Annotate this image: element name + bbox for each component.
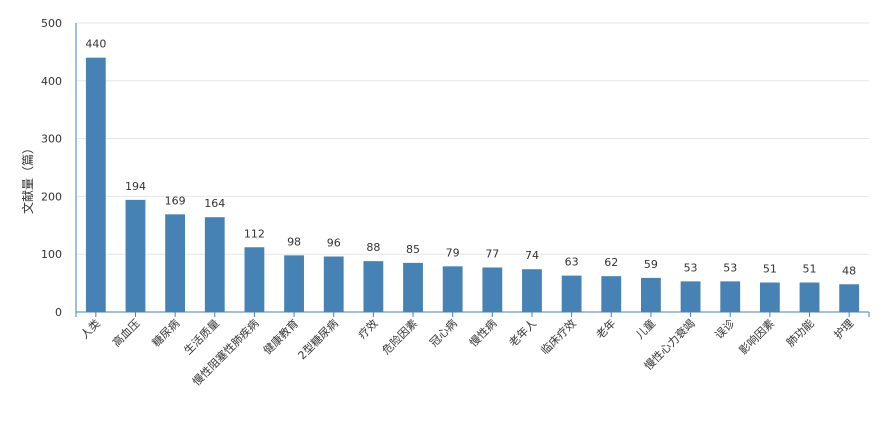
x-tick-label: 危险因素 <box>379 316 420 357</box>
data-label: 85 <box>406 243 420 256</box>
y-axis-title: 文献量（篇） <box>20 142 35 214</box>
data-label: 79 <box>446 246 460 259</box>
x-tick-label: 2型糖尿病 <box>295 316 341 362</box>
data-labels: 440 194 169 164 112 98 96 88 85 79 77 74 63 62 59 53 53 5… <box>85 38 856 278</box>
bar <box>363 261 384 312</box>
data-label: 74 <box>525 249 539 262</box>
x-tick-label: 老年 <box>593 316 618 341</box>
bar <box>839 284 860 312</box>
y-tick-label: 0 <box>55 306 62 319</box>
y-tick-label: 100 <box>41 248 62 261</box>
bar <box>522 269 542 312</box>
x-tick-label: 糖尿病 <box>149 316 182 349</box>
data-label: 164 <box>204 197 225 210</box>
x-tick-label: 儿童 <box>633 316 658 341</box>
bar <box>482 267 503 312</box>
data-label: 77 <box>485 247 499 260</box>
bar <box>759 282 780 312</box>
y-tick-label: 500 <box>41 17 62 30</box>
bar <box>720 281 741 312</box>
data-label: 53 <box>684 261 698 274</box>
data-label: 88 <box>366 241 380 254</box>
x-tick-label: 冠心病 <box>427 316 460 349</box>
data-label: 112 <box>244 227 265 240</box>
data-label: 169 <box>165 194 186 207</box>
data-label: 62 <box>604 256 618 269</box>
x-tick-label: 疗效 <box>355 316 380 341</box>
y-tick-label: 200 <box>41 190 62 203</box>
bar <box>323 256 344 312</box>
y-tick-label: 400 <box>41 75 62 88</box>
bar <box>601 276 622 312</box>
grid-lines <box>76 22 869 255</box>
x-tick-label: 老年人 <box>506 316 539 349</box>
data-label: 53 <box>723 261 737 274</box>
data-label: 96 <box>327 237 341 250</box>
bar <box>680 281 701 312</box>
x-tick-label: 影响因素 <box>737 317 777 357</box>
x-tick-label: 健康教育 <box>260 316 301 357</box>
y-tick-label: 300 <box>41 133 62 146</box>
x-tick-label: 生活质量 <box>181 316 222 357</box>
data-label: 98 <box>287 235 301 248</box>
bar <box>125 199 146 312</box>
bar <box>442 266 463 312</box>
bars <box>85 57 860 313</box>
bar <box>244 247 265 312</box>
x-tick-label: 护理 <box>831 316 856 341</box>
data-label: 63 <box>565 256 579 269</box>
data-label: 51 <box>763 263 777 276</box>
bar <box>561 275 582 312</box>
bar <box>403 262 423 312</box>
bar <box>641 277 661 312</box>
data-label: 51 <box>803 263 817 276</box>
data-label: 440 <box>85 38 106 51</box>
x-tick-label: 误诊 <box>712 316 737 341</box>
x-tick-label: 肺功能 <box>783 316 816 349</box>
x-tick-label: 高血压 <box>109 316 142 349</box>
data-label: 194 <box>125 180 146 193</box>
x-tick-label: 临床疗效 <box>538 316 579 357</box>
bar <box>284 255 304 312</box>
x-tick-label: 慢性病 <box>466 316 499 349</box>
x-tick-label: 人类 <box>77 316 102 341</box>
data-label: 48 <box>842 264 856 277</box>
bar <box>165 214 186 312</box>
data-label: 59 <box>644 258 658 271</box>
x-tick-label: 慢性阻塞性肺疾病 <box>189 316 261 388</box>
y-axis: 0 100 200 300 400 500 <box>41 17 77 319</box>
bar <box>85 57 106 313</box>
bar <box>799 282 820 312</box>
bar <box>204 217 225 312</box>
